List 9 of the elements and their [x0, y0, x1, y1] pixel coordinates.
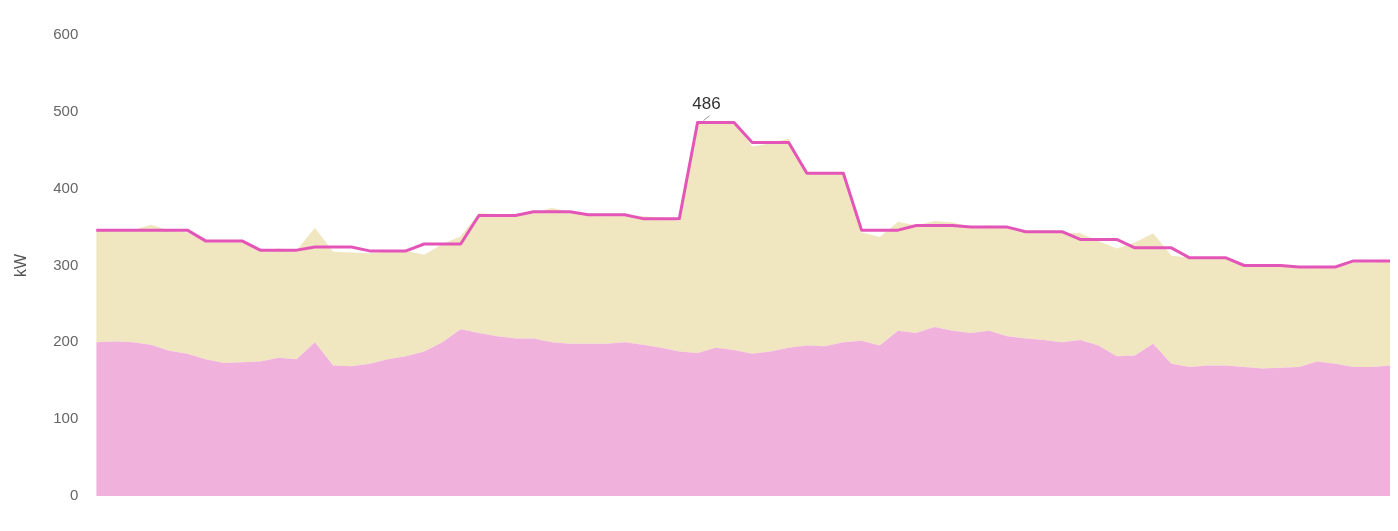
- y-tick-label: 200: [53, 332, 79, 350]
- y-tick-label: 400: [53, 178, 79, 196]
- y-tick-label: 500: [53, 101, 79, 119]
- y-tick-label: 0: [69, 486, 79, 504]
- y-axis-title: kW: [12, 253, 30, 278]
- y-tick-label: 300: [53, 255, 79, 273]
- y-tick-label: 600: [53, 25, 79, 43]
- annotation: 486: [692, 93, 721, 113]
- y-tick-label: 100: [53, 409, 79, 427]
